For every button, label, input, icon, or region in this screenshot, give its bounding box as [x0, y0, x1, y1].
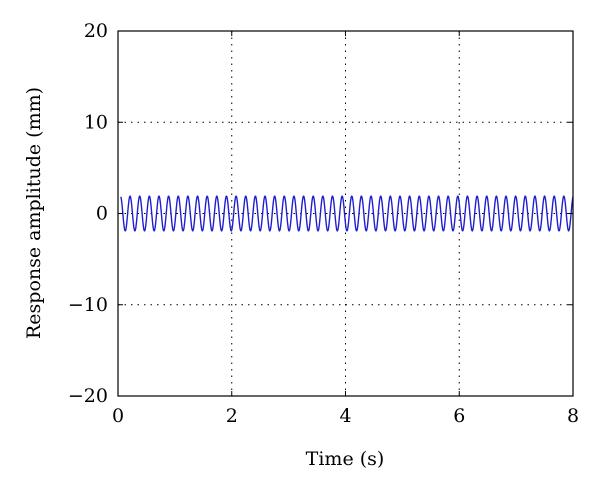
x-tick-label-4: 8 — [567, 405, 579, 427]
series-layer — [120, 195, 574, 232]
x-axis-label: Time (s) — [306, 448, 385, 470]
y-tick-label-3: 10 — [84, 111, 108, 133]
x-tick-label-0: 0 — [112, 405, 124, 427]
grid-lines — [118, 31, 573, 396]
x-tick-label-1: 2 — [226, 405, 238, 427]
y-tick-label-0: −20 — [68, 385, 108, 407]
x-tick-labels: 0 2 4 6 8 — [112, 405, 579, 427]
tick-marks — [117, 30, 574, 397]
x-tick-label-2: 4 — [339, 405, 351, 427]
x-tick-label-3: 6 — [453, 405, 465, 427]
y-tick-label-1: −10 — [68, 294, 108, 316]
y-tick-label-2: 0 — [96, 203, 108, 225]
y-axis-label: Response amplitude (mm) — [23, 87, 45, 339]
y-tick-labels: −20 −10 0 10 20 — [68, 20, 108, 407]
series-line-0 — [120, 195, 574, 232]
y-tick-label-4: 20 — [84, 20, 108, 42]
